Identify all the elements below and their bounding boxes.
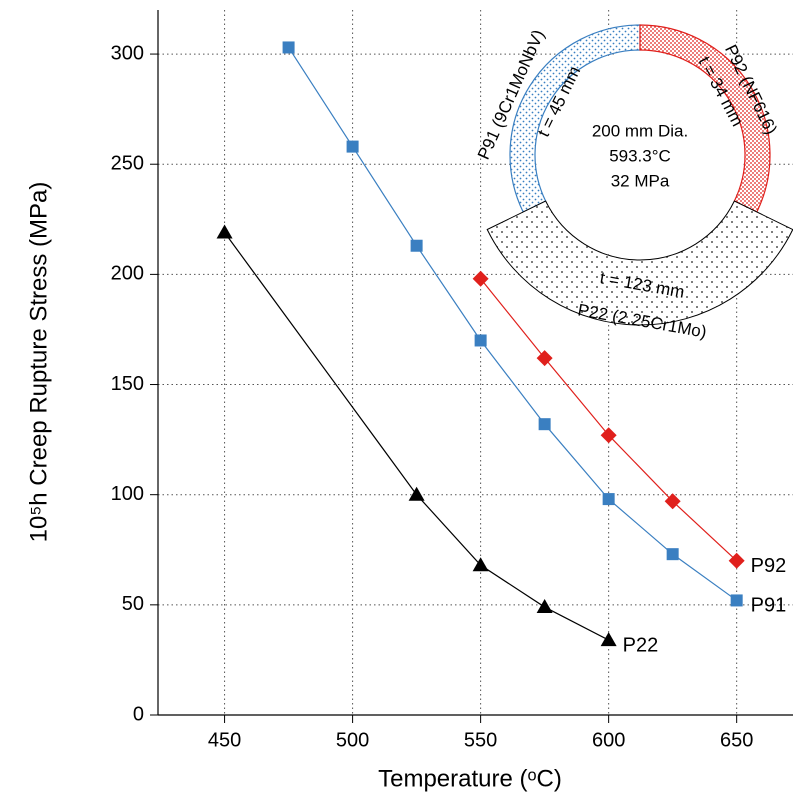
marker bbox=[536, 599, 553, 614]
pipe-diagram: P91 (9Cr1MoNbV)t = 45 mm P92 (NF616)t = 3… bbox=[474, 24, 793, 342]
y-tick-label: 200 bbox=[111, 263, 144, 285]
marker bbox=[600, 427, 617, 444]
x-axis-label: Temperature (ᵒC) bbox=[378, 765, 562, 792]
annotation: 593.3°C bbox=[609, 146, 671, 165]
series-label: P22 bbox=[623, 634, 659, 656]
series-label: P92 bbox=[751, 555, 787, 577]
marker bbox=[666, 548, 679, 561]
series-label: P91 bbox=[751, 595, 787, 617]
marker bbox=[408, 486, 425, 501]
marker bbox=[602, 493, 615, 506]
p22-wall bbox=[486, 200, 793, 326]
marker bbox=[664, 493, 681, 510]
marker bbox=[536, 350, 553, 367]
x-tick-label: 550 bbox=[464, 729, 497, 751]
marker bbox=[472, 270, 489, 287]
x-tick-label: 600 bbox=[592, 729, 625, 751]
marker bbox=[730, 594, 743, 607]
x-tick-label: 650 bbox=[720, 729, 753, 751]
y-tick-label: 100 bbox=[111, 483, 144, 505]
marker bbox=[538, 418, 551, 431]
annotation: 200 mm Dia. bbox=[592, 121, 688, 140]
marker bbox=[600, 632, 617, 647]
marker bbox=[216, 224, 233, 239]
marker bbox=[282, 41, 295, 54]
y-tick-label: 250 bbox=[111, 153, 144, 175]
inner-bore bbox=[536, 51, 744, 259]
x-tick-label: 450 bbox=[208, 729, 241, 751]
marker bbox=[410, 239, 423, 252]
marker bbox=[728, 552, 745, 569]
y-tick-label: 150 bbox=[111, 373, 144, 395]
x-tick-label: 500 bbox=[336, 729, 369, 751]
y-tick-label: 0 bbox=[133, 703, 144, 725]
y-tick-label: 50 bbox=[122, 593, 144, 615]
annotation: 32 MPa bbox=[611, 171, 670, 190]
y-axis-label: 10⁵h Creep Rupture Stress (MPa) bbox=[25, 182, 52, 543]
marker bbox=[346, 140, 359, 153]
marker bbox=[474, 334, 487, 347]
marker bbox=[472, 557, 489, 572]
series-line bbox=[288, 47, 738, 601]
y-tick-label: 300 bbox=[111, 42, 144, 64]
